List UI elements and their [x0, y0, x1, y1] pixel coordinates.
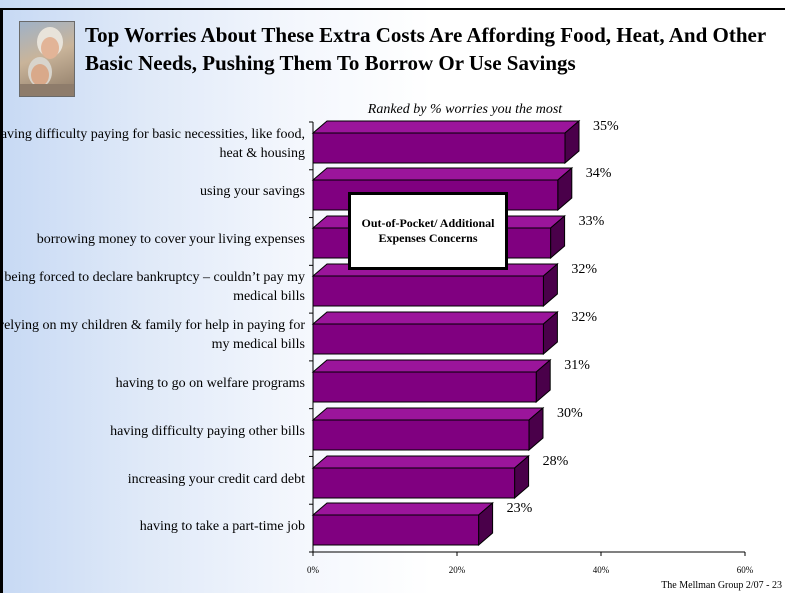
bar-value-label: 31% [564, 358, 590, 373]
x-tick-label: 60% [736, 565, 754, 575]
bar-top-face [311, 120, 581, 134]
bar-value-label: 30% [557, 406, 583, 421]
category-label: borrowing money to cover your living exp… [36, 231, 305, 247]
x-tick-label: 40% [592, 565, 610, 575]
bar-value-label: 33% [578, 214, 605, 229]
category-label: having difficulty paying for basic neces… [0, 127, 305, 161]
bar [312, 467, 516, 499]
x-tick-label: 20% [448, 565, 466, 575]
category-label: relying on my children & family for help… [0, 318, 305, 352]
bar-value-label: 28% [542, 454, 569, 469]
bar-top-face [311, 311, 559, 325]
category-label: using your savings [200, 183, 305, 199]
photo-illustration [20, 27, 74, 96]
bar [312, 323, 544, 355]
bar [312, 514, 480, 546]
bar [312, 275, 544, 307]
category-label: being forced to declare bankruptcy – cou… [4, 270, 305, 304]
slide-left-border [0, 8, 3, 593]
page-title: Top Worries About These Extra Costs Are … [85, 23, 766, 75]
bar-top-face [311, 359, 552, 373]
bar [312, 371, 537, 403]
category-label: having difficulty paying other bills [110, 423, 305, 439]
bar-top-face [311, 167, 574, 181]
x-tick-label: 0% [307, 565, 319, 575]
category-label: having to take a part-time job [139, 518, 305, 534]
bar-value-label: 34% [585, 166, 612, 181]
bar-value-label: 35% [593, 119, 619, 134]
category-label: having to go on welfare programs [115, 375, 305, 391]
bar-top-face [311, 455, 530, 469]
bar-value-label: 32% [571, 310, 598, 325]
bar-top-face [311, 407, 545, 421]
slide-top-border [0, 8, 785, 10]
bar-value-label: 23% [506, 501, 533, 516]
callout-box: Out-of-Pocket/ Additional Expenses Conce… [348, 192, 508, 270]
category-label: increasing your credit card debt [127, 471, 305, 487]
footer-credit: The Mellman Group 2/07 - 23 [661, 580, 782, 591]
bar-value-label: 32% [571, 262, 598, 277]
bar-top-face [311, 502, 494, 516]
chart-subtitle: Ranked by % worries you the most [367, 102, 563, 117]
bar [312, 419, 530, 451]
bar [312, 132, 566, 164]
senior-couple-photo [19, 21, 75, 97]
